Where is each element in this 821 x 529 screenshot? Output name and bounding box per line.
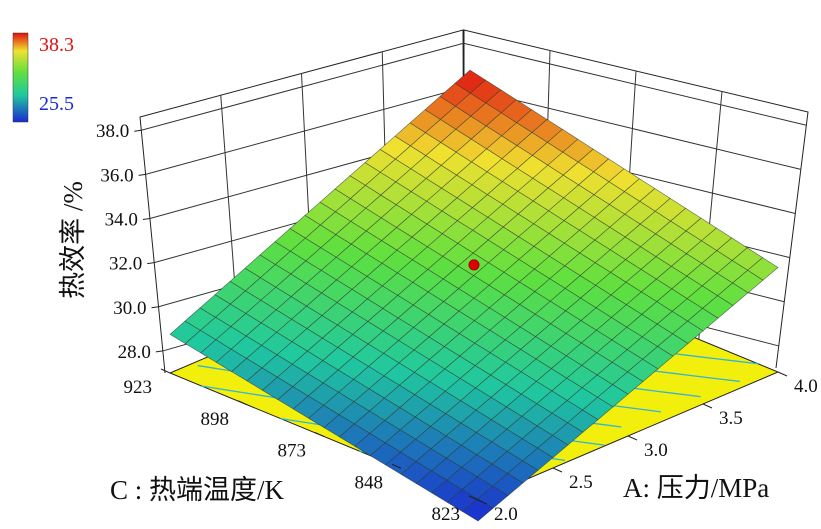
- z-tick-mark: [151, 306, 159, 309]
- wall-grid-line: [141, 42, 807, 131]
- y-axis-ticks: 823 848 873 898 923: [124, 368, 479, 525]
- y-axis-title: C : 热端温度/K: [110, 475, 285, 505]
- y-tick-label: 873: [278, 441, 307, 462]
- x-tick-mark: [702, 403, 713, 409]
- z-tick-label: 38.0: [96, 121, 129, 142]
- y-tick-mark: [468, 495, 479, 501]
- legend-max-label: 38.3: [39, 34, 74, 56]
- z-axis-ticks: 28.0 30.0 32.0 34.0 36.0 38.0: [96, 121, 163, 363]
- legend-min-label: 25.5: [39, 93, 74, 115]
- y-tick-mark: [391, 463, 402, 469]
- response-surface: [169, 69, 779, 522]
- x-tick-mark: [552, 467, 563, 473]
- z-tick-mark: [155, 350, 163, 353]
- z-tick-label: 28.0: [118, 342, 151, 363]
- z-tick-label: 36.0: [100, 165, 133, 186]
- x-tick-label: 2.5: [569, 472, 593, 493]
- y-tick-label: 848: [355, 472, 384, 493]
- legend-color-bar: [12, 32, 29, 123]
- z-tick-mark: [147, 262, 155, 265]
- x-tick-label: 2.0: [494, 504, 518, 525]
- y-tick-label: 823: [432, 504, 461, 525]
- x-axis-ticks: 2.0 2.5 3.0 3.5 4.0: [477, 371, 818, 525]
- z-tick-mark: [134, 129, 142, 132]
- color-legend: 38.3 25.5: [12, 32, 74, 123]
- z-tick-label: 30.0: [113, 298, 146, 319]
- z-tick-label: 32.0: [109, 254, 142, 275]
- x-tick-label: 3.5: [719, 408, 743, 429]
- x-tick-label: 3.0: [644, 440, 668, 461]
- y-tick-label: 898: [201, 409, 230, 430]
- y-tick-mark: [160, 368, 171, 374]
- surface-cell: [462, 498, 494, 522]
- z-tick-label: 34.0: [105, 210, 138, 231]
- y-tick-mark: [237, 400, 248, 406]
- y-tick-mark: [314, 432, 325, 437]
- z-tick-mark: [138, 173, 146, 176]
- z-tick-mark: [142, 218, 150, 221]
- x-tick-mark: [627, 435, 638, 441]
- design-point-marker: [468, 259, 480, 271]
- y-tick-label: 923: [124, 377, 153, 398]
- x-tick-mark: [777, 371, 788, 377]
- x-tick-label: 4.0: [794, 376, 818, 397]
- x-axis-title: A: 压力/MPa: [623, 473, 769, 503]
- x-tick-mark: [477, 499, 488, 505]
- z-axis-title: 热效率 /%: [58, 181, 88, 299]
